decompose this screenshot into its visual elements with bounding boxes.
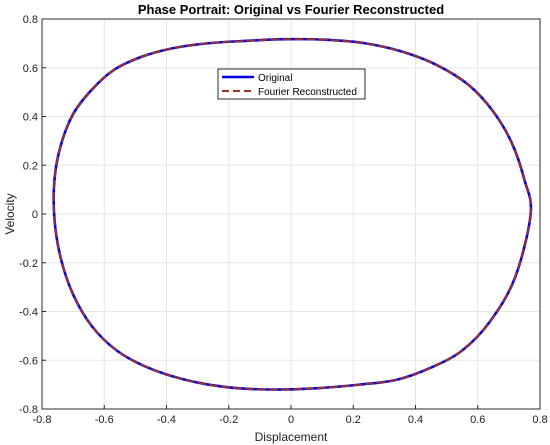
y-tick-label: 0 [32,209,38,221]
y-axis-label: Velocity [3,193,17,234]
x-tick-label: -0.2 [219,414,238,426]
y-tick-label: -0.8 [19,404,38,416]
y-tick-label: 0.4 [23,112,38,124]
x-tick-label: 0.8 [532,414,547,426]
series-fourier-line [52,38,532,391]
axis-ticks: -0.8 -0.6 -0.4 -0.2 0 0.2 0.4 0.6 0.8 -0.8 -0.6 -0.… [19,14,548,426]
legend-box [217,68,366,100]
chart-title: Phase Portrait: Original vs Fourier Reco… [138,2,444,17]
x-tick-label: 0.2 [346,414,361,426]
x-tick-label: -0.8 [33,414,52,426]
x-tick-label: -0.4 [157,414,176,426]
y-tick-label: -0.6 [19,355,38,367]
x-tick-label: -0.6 [95,414,114,426]
y-tick-label: 0.8 [23,14,38,26]
legend-label-fourier: Fourier Reconstructed [258,87,357,98]
series-layer [52,37,533,391]
y-tick-label: -0.4 [19,307,38,319]
x-tick-label: 0.4 [408,414,423,426]
legend-label-original: Original [258,73,292,84]
y-tick-label: 0.2 [23,160,38,172]
legend: Original Fourier Reconstructed [217,68,366,100]
y-tick-label: -0.2 [19,258,38,270]
x-axis-label: Displacement [255,430,328,444]
x-tick-label: 0.6 [470,414,485,426]
x-tick-label: 0 [288,414,294,426]
y-tick-label: 0.6 [23,63,38,75]
